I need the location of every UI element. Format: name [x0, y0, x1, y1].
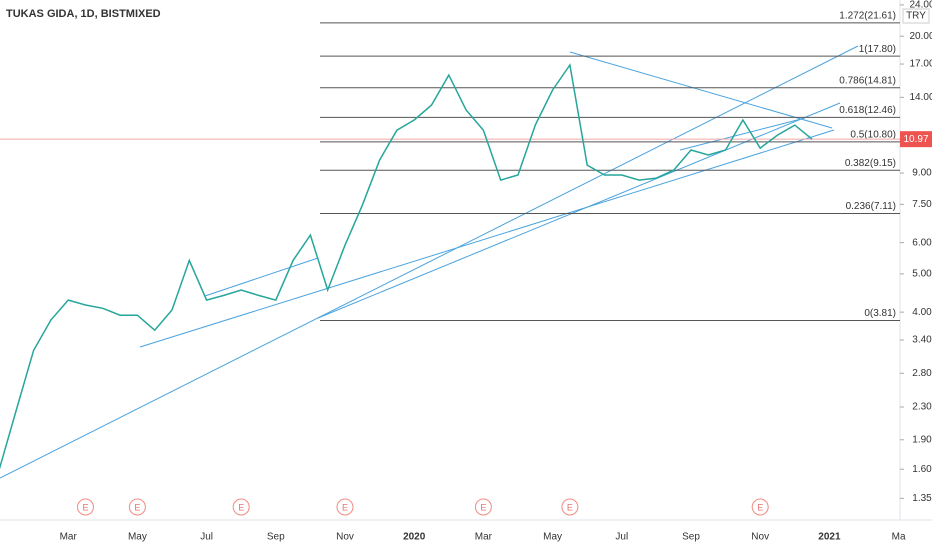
- x-tick-label: Ma: [892, 532, 906, 543]
- y-tick-label: 7.50: [912, 199, 932, 210]
- fib-label: 0.236(7.11): [846, 201, 896, 212]
- fib-label: 0.5(10.80): [850, 129, 896, 140]
- x-tick-label: Nov: [336, 532, 354, 543]
- y-tick-label: 2.80: [912, 368, 932, 379]
- trend-line: [679, 117, 806, 151]
- trend-line: [139, 129, 835, 348]
- earnings-label: E: [342, 502, 348, 512]
- trend-line: [569, 51, 833, 129]
- fib-label: 1.272(21.61): [839, 11, 896, 22]
- currency-box: [902, 8, 930, 24]
- y-tick-label: 3.40: [912, 335, 932, 346]
- fib-label: 0.382(9.15): [845, 158, 896, 169]
- y-tick-label: 2.30: [912, 402, 932, 413]
- fib-label: 1(17.80): [859, 44, 896, 55]
- x-tick-label: Sep: [682, 532, 700, 543]
- x-tick-label: Jul: [200, 532, 213, 543]
- earnings-label: E: [134, 502, 140, 512]
- x-tick-label: May: [543, 532, 562, 543]
- earnings-label: E: [567, 502, 573, 512]
- fib-label: 0(3.81): [864, 308, 896, 319]
- fib-label: 0.786(14.81): [839, 75, 896, 86]
- x-tick-label: Nov: [751, 532, 769, 543]
- price-line: [0, 63, 813, 470]
- earnings-marker: [474, 498, 492, 516]
- y-tick-label: 1.60: [912, 464, 932, 475]
- earnings-marker: [561, 498, 579, 516]
- y-tick-label: 14.00: [909, 92, 932, 103]
- trend-lines: [0, 45, 859, 479]
- earnings-label: E: [82, 502, 88, 512]
- y-tick-label: 1.35: [912, 493, 932, 504]
- currency: TRY: [906, 11, 926, 22]
- x-tick-label: Sep: [267, 532, 285, 543]
- earnings-marker: [751, 498, 769, 516]
- y-tick-label: 1.90: [912, 434, 932, 445]
- earnings-label: E: [757, 502, 763, 512]
- earnings-marker: [128, 498, 146, 516]
- trend-line: [204, 257, 319, 297]
- y-tick-label: 24.00: [909, 0, 932, 11]
- fib-label: 0.618(12.46): [839, 105, 896, 116]
- earnings-label: E: [480, 502, 486, 512]
- x-tick-label: Jul: [615, 532, 628, 543]
- y-tick-label: 6.00: [912, 237, 932, 248]
- x-tick-label: 2020: [403, 532, 426, 543]
- y-tick-label: 17.00: [909, 59, 932, 70]
- earnings-marker: [232, 498, 250, 516]
- chart-title: TUKAS GIDA, 1D, BISTMIXED: [6, 8, 161, 20]
- earnings-label: E: [238, 502, 244, 512]
- last-price-label: 10.97: [903, 134, 928, 145]
- x-tick-label: May: [128, 532, 147, 543]
- y-tick-label: 20.00: [909, 31, 932, 42]
- last-price-box: [900, 131, 932, 148]
- x-tick-label: Mar: [60, 532, 78, 543]
- earnings-marker: [336, 498, 354, 516]
- x-tick-label: 2021: [818, 532, 841, 543]
- trend-line: [0, 45, 859, 479]
- x-tick-label: Mar: [475, 532, 493, 543]
- y-tick-label: 9.00: [912, 168, 932, 179]
- y-tick-label: 4.00: [912, 307, 932, 318]
- earnings-marker: [77, 498, 94, 516]
- y-tick-label: 5.00: [912, 269, 932, 280]
